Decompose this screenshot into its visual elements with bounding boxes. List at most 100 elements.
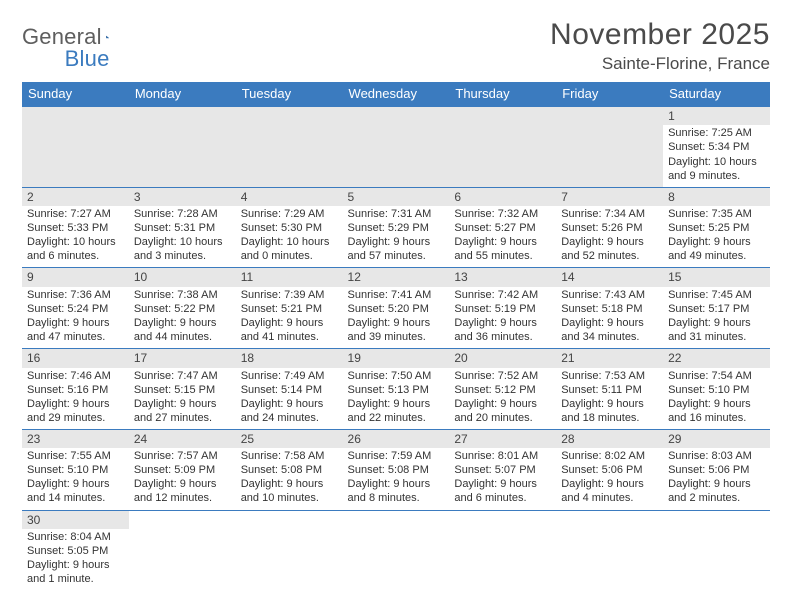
daylight-line1: Daylight: 9 hours (134, 477, 231, 491)
sunset-text: Sunset: 5:10 PM (668, 383, 765, 397)
col-saturday: Saturday (663, 82, 770, 107)
sunset-text: Sunset: 5:11 PM (561, 383, 658, 397)
day-number: 16 (22, 349, 129, 367)
calendar-cell: 22Sunrise: 7:54 AMSunset: 5:10 PMDayligh… (663, 349, 770, 430)
day-number: 19 (343, 349, 450, 367)
sunrise-text: Sunrise: 7:55 AM (27, 449, 124, 463)
day-details: Sunrise: 7:49 AMSunset: 5:14 PMDaylight:… (236, 368, 343, 429)
calendar-cell: 20Sunrise: 7:52 AMSunset: 5:12 PMDayligh… (449, 349, 556, 430)
calendar-header-row: Sunday Monday Tuesday Wednesday Thursday… (22, 82, 770, 107)
calendar-cell (129, 510, 236, 590)
daylight-line2: and 36 minutes. (454, 330, 551, 344)
calendar-cell: 18Sunrise: 7:49 AMSunset: 5:14 PMDayligh… (236, 349, 343, 430)
daylight-line1: Daylight: 9 hours (241, 316, 338, 330)
sunrise-text: Sunrise: 7:58 AM (241, 449, 338, 463)
day-number: 8 (663, 188, 770, 206)
day-details: Sunrise: 7:31 AMSunset: 5:29 PMDaylight:… (343, 206, 450, 267)
calendar-cell: 5Sunrise: 7:31 AMSunset: 5:29 PMDaylight… (343, 187, 450, 268)
daylight-line2: and 0 minutes. (241, 249, 338, 263)
day-number: 6 (449, 188, 556, 206)
calendar-week-row: 9Sunrise: 7:36 AMSunset: 5:24 PMDaylight… (22, 268, 770, 349)
day-details: Sunrise: 7:46 AMSunset: 5:16 PMDaylight:… (22, 368, 129, 429)
day-number: 14 (556, 268, 663, 286)
day-details: Sunrise: 7:52 AMSunset: 5:12 PMDaylight:… (449, 368, 556, 429)
calendar-cell: 12Sunrise: 7:41 AMSunset: 5:20 PMDayligh… (343, 268, 450, 349)
sunset-text: Sunset: 5:29 PM (348, 221, 445, 235)
sunset-text: Sunset: 5:15 PM (134, 383, 231, 397)
day-details: Sunrise: 8:02 AMSunset: 5:06 PMDaylight:… (556, 448, 663, 509)
day-details: Sunrise: 8:04 AMSunset: 5:05 PMDaylight:… (22, 529, 129, 590)
sunset-text: Sunset: 5:12 PM (454, 383, 551, 397)
sunrise-text: Sunrise: 7:43 AM (561, 288, 658, 302)
calendar-cell: 15Sunrise: 7:45 AMSunset: 5:17 PMDayligh… (663, 268, 770, 349)
daylight-line1: Daylight: 9 hours (561, 477, 658, 491)
day-details: Sunrise: 7:35 AMSunset: 5:25 PMDaylight:… (663, 206, 770, 267)
daylight-line1: Daylight: 9 hours (454, 316, 551, 330)
col-monday: Monday (129, 82, 236, 107)
day-number: 23 (22, 430, 129, 448)
calendar-cell: 28Sunrise: 8:02 AMSunset: 5:06 PMDayligh… (556, 429, 663, 510)
sunrise-text: Sunrise: 7:47 AM (134, 369, 231, 383)
daylight-line2: and 24 minutes. (241, 411, 338, 425)
day-number: 18 (236, 349, 343, 367)
daylight-line1: Daylight: 9 hours (241, 397, 338, 411)
day-details: Sunrise: 7:50 AMSunset: 5:13 PMDaylight:… (343, 368, 450, 429)
daylight-line2: and 52 minutes. (561, 249, 658, 263)
title-block: November 2025 Sainte-Florine, France (550, 18, 770, 74)
day-details: Sunrise: 7:28 AMSunset: 5:31 PMDaylight:… (129, 206, 236, 267)
daylight-line2: and 34 minutes. (561, 330, 658, 344)
sunrise-text: Sunrise: 7:50 AM (348, 369, 445, 383)
sunset-text: Sunset: 5:08 PM (348, 463, 445, 477)
calendar-cell: 16Sunrise: 7:46 AMSunset: 5:16 PMDayligh… (22, 349, 129, 430)
daylight-line2: and 18 minutes. (561, 411, 658, 425)
calendar-cell: 10Sunrise: 7:38 AMSunset: 5:22 PMDayligh… (129, 268, 236, 349)
sunset-text: Sunset: 5:07 PM (454, 463, 551, 477)
day-number: 10 (129, 268, 236, 286)
day-number: 15 (663, 268, 770, 286)
daylight-line2: and 6 minutes. (454, 491, 551, 505)
logo-line2: General Blue (42, 26, 168, 58)
calendar-cell: 13Sunrise: 7:42 AMSunset: 5:19 PMDayligh… (449, 268, 556, 349)
sunrise-text: Sunrise: 7:32 AM (454, 207, 551, 221)
day-details: Sunrise: 7:41 AMSunset: 5:20 PMDaylight:… (343, 287, 450, 348)
calendar-cell: 19Sunrise: 7:50 AMSunset: 5:13 PMDayligh… (343, 349, 450, 430)
calendar-week-row: 30Sunrise: 8:04 AMSunset: 5:05 PMDayligh… (22, 510, 770, 590)
calendar-cell (449, 510, 556, 590)
daylight-line1: Daylight: 9 hours (134, 397, 231, 411)
daylight-line2: and 39 minutes. (348, 330, 445, 344)
sunrise-text: Sunrise: 7:52 AM (454, 369, 551, 383)
calendar-week-row: 2Sunrise: 7:27 AMSunset: 5:33 PMDaylight… (22, 187, 770, 268)
daylight-line1: Daylight: 9 hours (348, 316, 445, 330)
daylight-line2: and 55 minutes. (454, 249, 551, 263)
day-number: 9 (22, 268, 129, 286)
calendar-cell: 23Sunrise: 7:55 AMSunset: 5:10 PMDayligh… (22, 429, 129, 510)
calendar-cell (556, 510, 663, 590)
day-details: Sunrise: 7:47 AMSunset: 5:15 PMDaylight:… (129, 368, 236, 429)
sunset-text: Sunset: 5:16 PM (27, 383, 124, 397)
daylight-line2: and 9 minutes. (668, 169, 765, 183)
daylight-line1: Daylight: 9 hours (561, 397, 658, 411)
daylight-line2: and 20 minutes. (454, 411, 551, 425)
daylight-line1: Daylight: 9 hours (454, 397, 551, 411)
daylight-line1: Daylight: 10 hours (134, 235, 231, 249)
sunrise-text: Sunrise: 7:27 AM (27, 207, 124, 221)
calendar-cell: 3Sunrise: 7:28 AMSunset: 5:31 PMDaylight… (129, 187, 236, 268)
day-details: Sunrise: 7:58 AMSunset: 5:08 PMDaylight:… (236, 448, 343, 509)
sunrise-text: Sunrise: 7:36 AM (27, 288, 124, 302)
calendar-week-row: 1Sunrise: 7:25 AMSunset: 5:34 PMDaylight… (22, 107, 770, 188)
page-title: November 2025 (550, 18, 770, 52)
calendar-cell: 1Sunrise: 7:25 AMSunset: 5:34 PMDaylight… (663, 107, 770, 188)
calendar-cell (556, 107, 663, 188)
day-number: 4 (236, 188, 343, 206)
sunset-text: Sunset: 5:08 PM (241, 463, 338, 477)
calendar-week-row: 23Sunrise: 7:55 AMSunset: 5:10 PMDayligh… (22, 429, 770, 510)
daylight-line2: and 4 minutes. (561, 491, 658, 505)
sunrise-text: Sunrise: 7:45 AM (668, 288, 765, 302)
daylight-line2: and 8 minutes. (348, 491, 445, 505)
day-number: 30 (22, 511, 129, 529)
daylight-line2: and 16 minutes. (668, 411, 765, 425)
day-number: 25 (236, 430, 343, 448)
day-number: 22 (663, 349, 770, 367)
day-number: 5 (343, 188, 450, 206)
sunrise-text: Sunrise: 7:34 AM (561, 207, 658, 221)
